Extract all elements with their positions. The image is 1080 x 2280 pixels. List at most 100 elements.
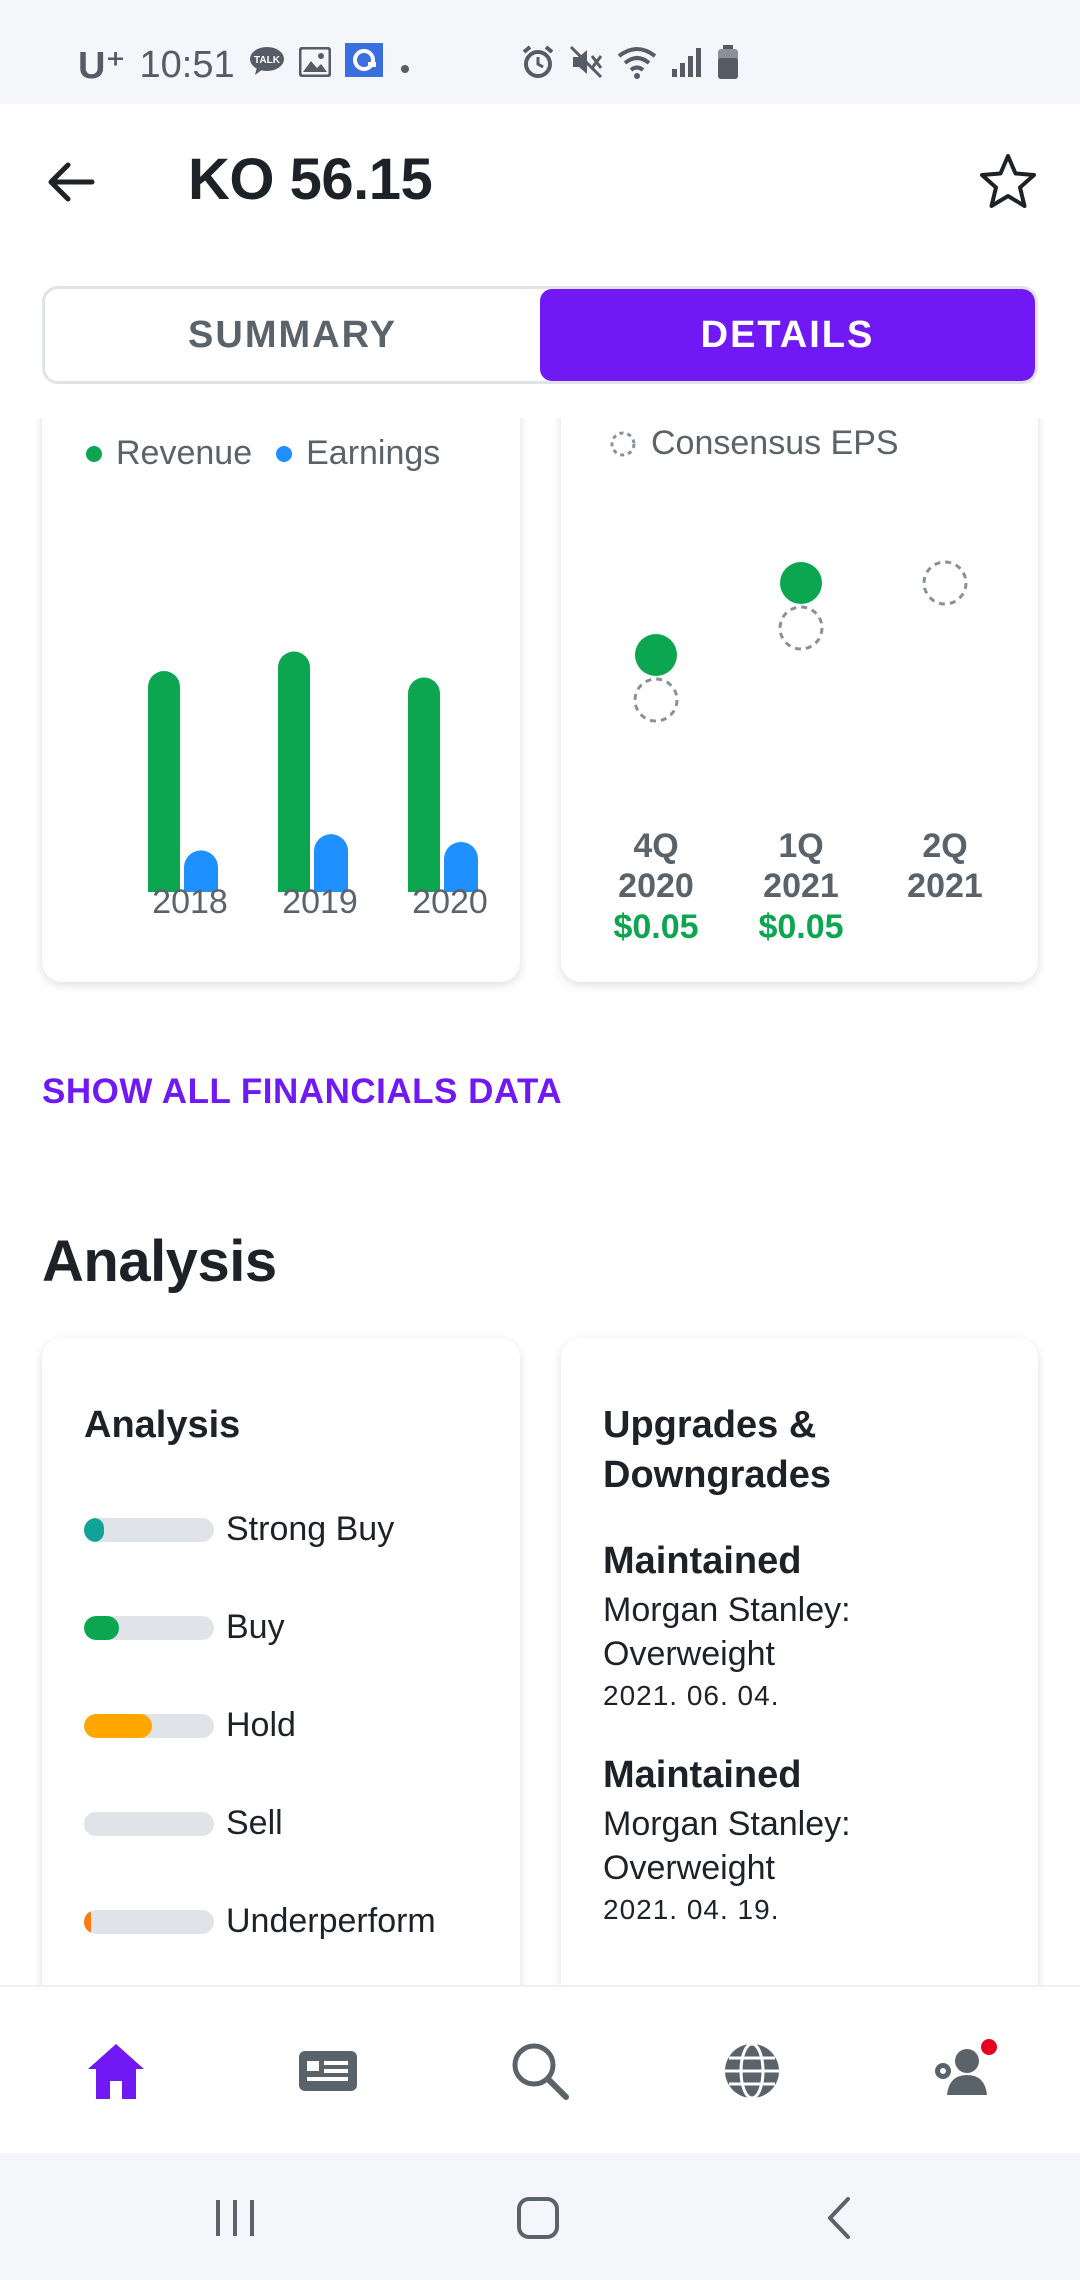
home-button-icon[interactable] [503, 2183, 573, 2253]
bar-label-2018: 2018 [152, 883, 228, 921]
upgrade-firm: Morgan Stanley: [603, 1805, 851, 1843]
analysis-card-title: Analysis [84, 1404, 241, 1446]
eps-quarter-0-q: 4Q [633, 827, 679, 865]
back-arrow-icon[interactable] [42, 152, 102, 212]
talk-icon: TALK [249, 44, 285, 87]
consensus-eps-point-0 [633, 677, 679, 723]
earnings-bar-2019 [314, 834, 348, 892]
notification-badge [981, 2039, 997, 2055]
rating-buy: Buy [84, 1608, 285, 1647]
rating-bar-fill [84, 1517, 104, 1542]
rating-label: Strong Buy [226, 1510, 395, 1548]
rating-bar [84, 1517, 214, 1542]
eps-value-1: $0.05 [758, 908, 844, 946]
eps-quarter-0-year: 2020 [618, 867, 694, 905]
earnings-legend-dot [276, 445, 293, 462]
financials-card[interactable]: Revenue Earnings 2018 2019 2020 [42, 418, 520, 982]
home-icon[interactable] [76, 2031, 156, 2111]
rating-strong-buy: Strong Buy [84, 1510, 394, 1549]
earnings-card[interactable]: Consensus EPS 4Q 2020 $0.05 1Q 2021 $0.0… [561, 418, 1038, 982]
eps-quarter-1: 1Q 2021 [741, 826, 861, 906]
bottom-nav [0, 1985, 1080, 2153]
tab-summary[interactable]: SUMMARY [188, 313, 397, 356]
app-icon [344, 43, 383, 87]
upgrade-rating: Overweight [603, 1635, 775, 1673]
star-icon[interactable] [976, 150, 1040, 214]
eps-quarter-2-q: 2Q [922, 827, 968, 865]
eps-quarter-2-year: 2021 [907, 867, 983, 905]
consensus-eps-point-2 [922, 560, 968, 606]
rating-bar [84, 1713, 214, 1738]
rating-bar [84, 1615, 214, 1640]
mute-icon [568, 44, 604, 85]
app-header: KO 56.15 [0, 104, 1080, 264]
rating-bar [84, 1811, 214, 1836]
rating-label: Buy [226, 1608, 285, 1646]
revenue-bar-2019 [278, 651, 310, 892]
signal-icon [670, 45, 704, 84]
carrier-label: U⁺ [78, 44, 126, 87]
rating-bar [84, 1909, 214, 1934]
clock: 10:51 [139, 43, 235, 86]
eps-quarter-2: 2Q 2021 [885, 826, 1005, 906]
svg-text:TALK: TALK [254, 55, 281, 66]
globe-icon[interactable] [712, 2031, 792, 2111]
analysis-section-title: Analysis [42, 1229, 277, 1294]
rating-label: Hold [226, 1706, 296, 1744]
upgrade-action: Maintained [603, 1540, 802, 1582]
legend-revenue: Revenue [116, 434, 253, 472]
bar-label-2019: 2019 [282, 883, 358, 921]
eps-legend: Consensus EPS [609, 424, 899, 463]
show-all-financials-link[interactable]: SHOW ALL FINANCIALS DATA [42, 1072, 563, 1111]
upgrade-date: 2021. 04. 19. [603, 1894, 780, 1925]
consensus-eps-point-1 [778, 605, 824, 651]
status-bar: U⁺ 10:51 TALK [0, 0, 1080, 104]
news-icon[interactable] [288, 2031, 368, 2111]
upgrades-title-line-2: Downgrades [603, 1454, 832, 1496]
status-right [520, 44, 740, 85]
tab-switcher: SUMMARY DETAILS [42, 286, 1038, 384]
upgrades-title-line-1: Upgrades & [603, 1404, 817, 1446]
tab-details[interactable]: DETAILS [540, 289, 1035, 381]
rating-label: Sell [226, 1804, 283, 1842]
upgrade-item: Maintained Morgan Stanley: Overweight 20… [603, 1752, 1023, 1930]
analysis-card[interactable]: Analysis Strong Buy Buy Hold Sell Underp… [42, 1338, 520, 1985]
revenue-bar-2018 [148, 671, 180, 892]
rating-hold: Hold [84, 1706, 296, 1745]
revenue-earnings-chart [148, 651, 478, 892]
back-icon[interactable] [805, 2183, 875, 2253]
bar-label-2020: 2020 [412, 883, 488, 921]
eps-quarter-0: 4Q 2020 [596, 826, 716, 906]
financials-legend: Revenue Earnings [86, 434, 440, 473]
rating-underperform: Underperform [84, 1902, 436, 1941]
actual-eps-point-1 [780, 562, 822, 604]
financial-cards-row: Revenue Earnings 2018 2019 2020 Consensu… [0, 418, 1080, 998]
alarm-icon [520, 44, 556, 85]
profile-settings-icon[interactable] [924, 2031, 1004, 2111]
rating-sell: Sell [84, 1804, 283, 1843]
earnings-bar-2018 [184, 850, 218, 892]
eps-chart [633, 560, 968, 723]
actual-eps-point-0 [635, 634, 677, 676]
gallery-icon [298, 44, 332, 87]
revenue-bar-2020 [408, 677, 440, 892]
battery-icon [716, 44, 740, 85]
eps-value-0: $0.05 [613, 908, 699, 946]
rating-label: Underperform [226, 1902, 436, 1940]
system-nav-bar [0, 2153, 1080, 2280]
consensus-legend-icon [610, 431, 636, 456]
search-icon[interactable] [500, 2031, 580, 2111]
upgrade-item: Maintained Morgan Stanley: Overweight 20… [603, 1538, 1023, 1716]
upgrade-firm: Morgan Stanley: [603, 1591, 851, 1629]
revenue-legend-dot [86, 445, 102, 462]
dot-icon [397, 44, 413, 87]
eps-quarter-1-q: 1Q [778, 827, 824, 865]
upgrades-downgrades-card[interactable]: Upgrades & Downgrades Maintained Morgan … [561, 1338, 1038, 1985]
recent-apps-icon[interactable] [200, 2183, 270, 2253]
upgrades-card-title: Upgrades & Downgrades [603, 1400, 831, 1500]
legend-earnings: Earnings [306, 434, 441, 472]
page-title: KO 56.15 [188, 147, 433, 212]
legend-consensus-eps: Consensus EPS [651, 424, 899, 462]
rating-bar-fill [84, 1713, 152, 1738]
eps-quarter-1-year: 2021 [763, 867, 839, 905]
